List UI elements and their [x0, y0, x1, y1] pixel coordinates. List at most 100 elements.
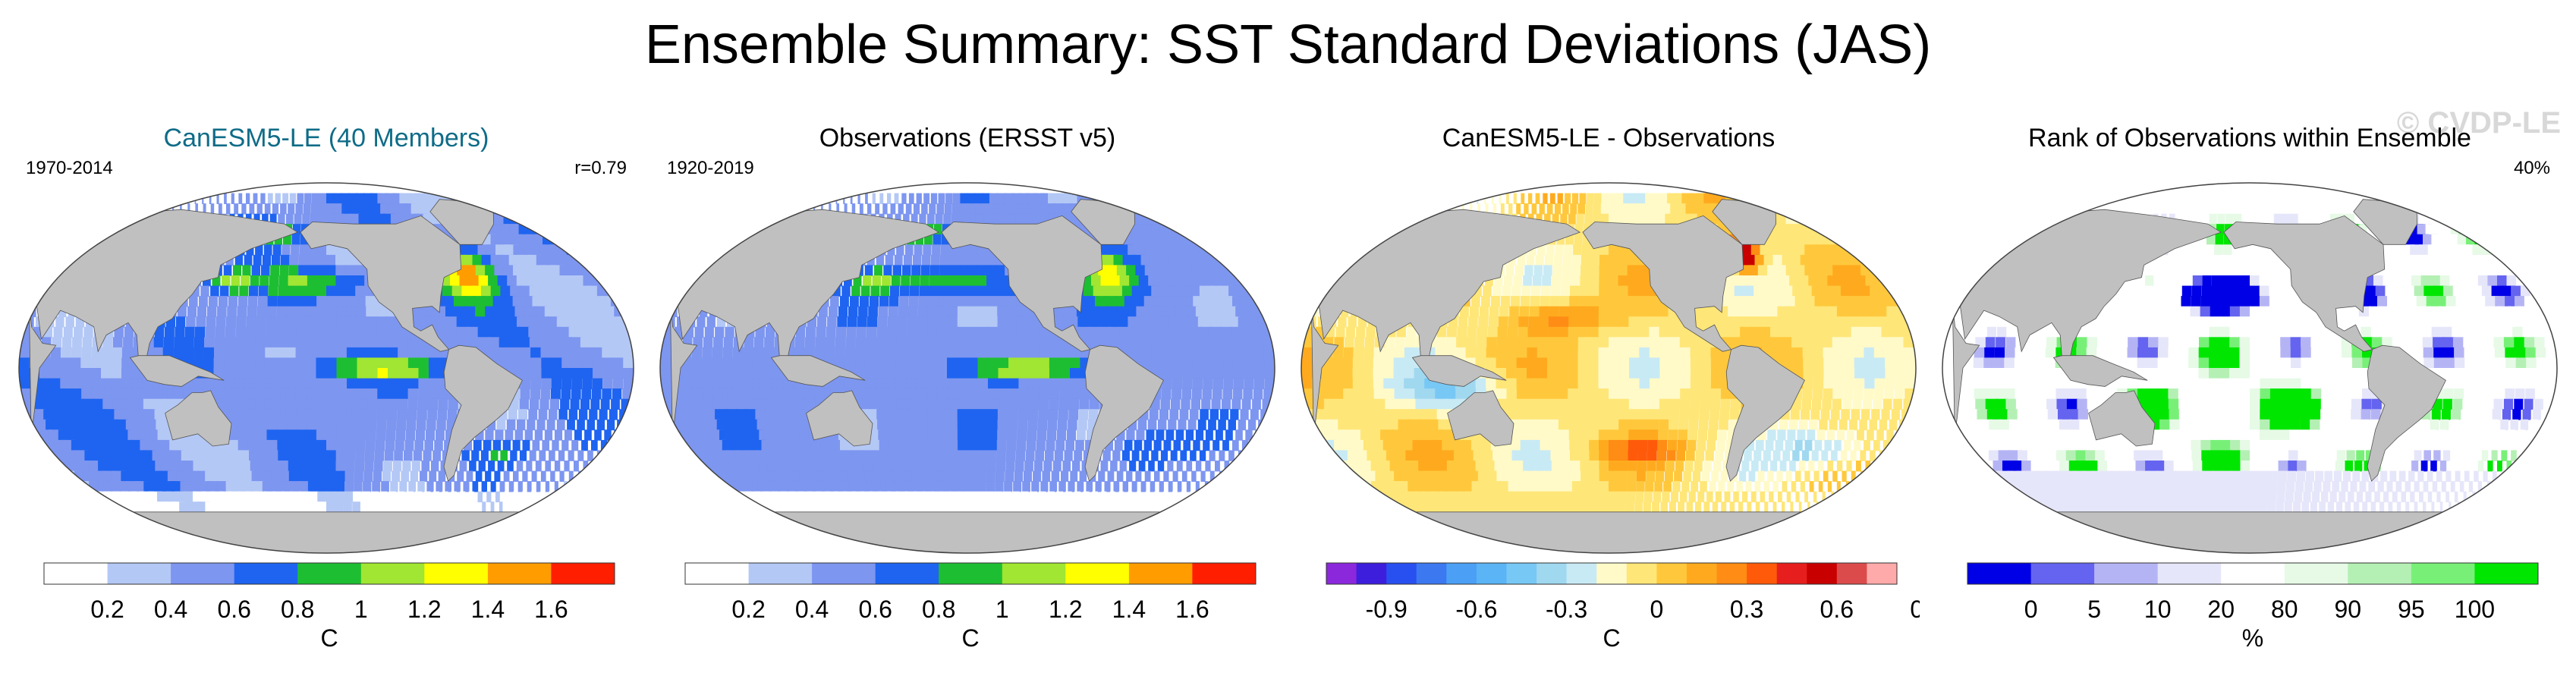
globe-outline	[1942, 182, 2558, 554]
australia-landmass	[2088, 390, 2156, 447]
colorbar: 0 5 10 20 80 90 95 100%	[1967, 562, 2539, 652]
colorbar-tick-label: 0	[1650, 596, 1664, 623]
colorbar-tick-label: 90	[2335, 596, 2362, 623]
australia-landmass	[806, 390, 873, 447]
colorbar-swatch	[2284, 563, 2348, 584]
colorbar-swatch	[487, 563, 552, 584]
colorbar-swatch	[1867, 563, 1898, 584]
colorbar-tick-label: 1	[995, 596, 1009, 623]
antarctica-landmass	[1357, 511, 1860, 553]
colorbar-tick-label: 0.6	[1820, 596, 1854, 623]
colorbar-swatch	[1747, 563, 1778, 584]
panel-title: CanESM5-LE - Observations	[1442, 124, 1776, 152]
north-america-landmass	[300, 215, 462, 352]
colorbar-swatch	[812, 563, 876, 584]
colorbar-swatch	[2030, 563, 2095, 584]
colorbar-swatch	[2348, 563, 2412, 584]
colorbar-tick-label: 95	[2398, 596, 2425, 623]
colorbar-tick-label: 20	[2207, 596, 2235, 623]
australia-landmass	[165, 390, 232, 447]
colorbar-swatch	[1626, 563, 1657, 584]
colorbar-tick-label: 5	[2087, 596, 2101, 623]
colorbar-frame	[43, 562, 615, 585]
colorbar-tick-label: 0.4	[795, 596, 829, 623]
figure-title: Ensemble Summary: SST Standard Deviation…	[644, 14, 1932, 75]
colorbar-swatch	[1656, 563, 1687, 584]
colorbar-units: C	[961, 624, 979, 652]
world-map	[18, 182, 634, 554]
colorbar-swatch	[1596, 563, 1628, 584]
colorbar-swatch	[2157, 563, 2222, 584]
colorbar-tick-label: 0.8	[281, 596, 314, 623]
colorbar-swatch	[44, 563, 109, 584]
colorbar-swatch	[1065, 563, 1130, 584]
colorbar: 0.2 0.4 0.6 0.8 1 1.2 1.4 1.6 C	[684, 562, 1257, 652]
colorbar-swatch	[1446, 563, 1477, 584]
world-map	[659, 182, 1275, 554]
colorbar-swatch	[1128, 563, 1193, 584]
panel-difference: CanESM5-LE - Observations -0.9 -0.6 -0.3 0 0…	[1297, 114, 1920, 660]
south-america-landmass	[2367, 344, 2446, 482]
colorbar-swatch	[551, 563, 615, 584]
colorbar-swatch	[1476, 563, 1507, 584]
rank-percent-label: 40%	[2513, 158, 2550, 178]
colorbar-units: %	[2242, 624, 2263, 652]
colorbar-tick-label: 0.8	[922, 596, 955, 623]
colorbar-swatch	[1326, 563, 1357, 584]
world-map	[1301, 182, 1917, 554]
colorbar-swatch	[1416, 563, 1447, 584]
colorbar-swatch	[1536, 563, 1568, 584]
colorbar-tick-label: -0.9	[1366, 596, 1408, 623]
colorbar-swatch	[1807, 563, 1838, 584]
colorbar-swatch	[1686, 563, 1717, 584]
colorbar-swatch	[1566, 563, 1597, 584]
north-america-landmass	[2223, 215, 2386, 352]
colorbar-tick-label: 0.6	[217, 596, 250, 623]
antarctica-landmass	[1998, 511, 2502, 553]
colorbar-swatch	[875, 563, 939, 584]
colorbar: -0.9 -0.6 -0.3 0 0.3 0.6 0.9 C	[1326, 562, 1920, 652]
period-label: 1920-2019	[667, 158, 754, 178]
period-label: 1970-2014	[26, 158, 113, 178]
colorbar-frame	[1967, 562, 2539, 585]
north-america-landmass	[1582, 215, 1744, 352]
correlation-label: r=0.79	[574, 158, 627, 178]
colorbar-units: C	[320, 624, 338, 652]
colorbar-frame	[684, 562, 1257, 585]
antarctica-landmass	[74, 511, 578, 553]
colorbar-swatch	[939, 563, 1003, 584]
indonesia-islands	[770, 355, 866, 387]
asia-landmass	[1319, 209, 1581, 365]
colorbar-tick-label: 80	[2271, 596, 2298, 623]
south-america-landmass	[443, 344, 523, 482]
colorbar-tick-label: 1.6	[1175, 596, 1209, 623]
colorbar-tick-label: 1.6	[534, 596, 568, 623]
antarctica-landmass	[716, 511, 1219, 553]
globe-outline	[659, 182, 1275, 554]
colorbar-swatch	[360, 563, 425, 584]
colorbar-swatch	[2094, 563, 2159, 584]
colorbar-tick-label: 1.4	[1112, 596, 1146, 623]
colorbar-swatch	[1836, 563, 1867, 584]
colorbar-tick-label: 0.4	[154, 596, 187, 623]
south-america-landmass	[1084, 344, 1164, 482]
globe-outline	[1301, 182, 1917, 554]
colorbar-swatch	[2411, 563, 2475, 584]
colorbar-swatch	[1192, 563, 1257, 584]
panel-title: Observations (ERSST v5)	[819, 124, 1116, 152]
indonesia-islands	[1411, 355, 1507, 387]
colorbar-swatch	[748, 563, 813, 584]
colorbar-swatch	[171, 563, 235, 584]
south-america-landmass	[1725, 344, 1805, 482]
north-america-landmass	[941, 215, 1103, 352]
landmasses	[29, 199, 578, 553]
colorbar-swatch	[1386, 563, 1417, 584]
australia-landmass	[1447, 390, 1514, 447]
colorbar-tick-label: -0.6	[1455, 596, 1497, 623]
colorbar-swatch	[1716, 563, 1747, 584]
colorbar-swatch	[2221, 563, 2285, 584]
watermark: © CVDP-LE	[2396, 106, 2561, 140]
panel-model-std: CanESM5-LE (40 Members) 1970-2014 r=0.79…	[15, 114, 637, 660]
panel-title: Rank of Observations within Ensemble	[2028, 124, 2471, 152]
colorbar-swatch	[1967, 563, 2032, 584]
